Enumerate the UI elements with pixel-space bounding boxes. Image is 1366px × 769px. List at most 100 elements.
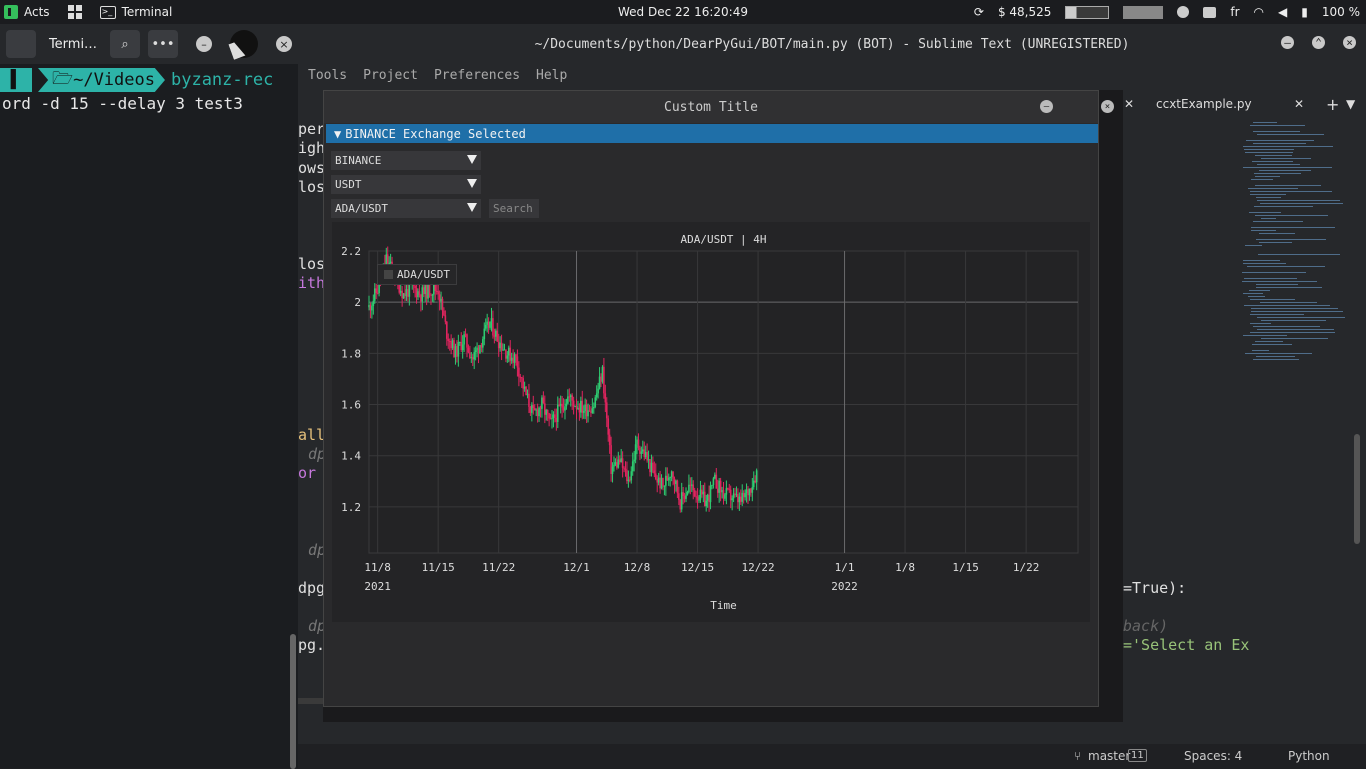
- tab-close-icon[interactable]: ✕: [1124, 97, 1135, 111]
- custom-window-titlebar[interactable]: Custom Title – ×: [324, 91, 1114, 123]
- candle-body: [754, 480, 757, 483]
- branch-count: 11: [1128, 749, 1147, 762]
- pair-combo[interactable]: ADA/USDT: [331, 199, 481, 218]
- collapse-icon[interactable]: –: [1040, 100, 1053, 113]
- maximize-button[interactable]: [230, 30, 258, 58]
- exchange-combo[interactable]: BINANCE: [331, 151, 481, 170]
- git-branch[interactable]: master: [1088, 749, 1131, 763]
- candle-body: [470, 357, 473, 359]
- candle-body: [712, 478, 715, 485]
- tab-list-icon[interactable]: ▼: [1346, 97, 1356, 111]
- sublime-minimize-icon[interactable]: –: [1281, 36, 1294, 49]
- minimize-icon[interactable]: –: [196, 36, 212, 52]
- minimap-line: [1257, 164, 1300, 165]
- wifi-icon[interactable]: ◠: [1253, 5, 1265, 19]
- candle-body: [729, 489, 732, 501]
- candle-body: [660, 477, 663, 489]
- new-tab-icon[interactable]: +: [1326, 94, 1340, 114]
- candle-body: [667, 477, 670, 481]
- manjaro-logo-icon[interactable]: [4, 5, 18, 19]
- candle-body: [745, 489, 748, 494]
- volume-icon[interactable]: ◀: [1278, 5, 1288, 19]
- search-icon[interactable]: ⌕: [110, 30, 140, 58]
- candle-body: [471, 357, 474, 360]
- candle-body: [657, 477, 660, 483]
- close-icon[interactable]: ×: [276, 36, 292, 52]
- candle-body: [486, 321, 488, 325]
- tab-ccxtexample[interactable]: ccxtExample.py: [1156, 97, 1252, 111]
- plot-legend[interactable]: ADA/USDT: [377, 264, 457, 285]
- candle-body: [709, 485, 712, 503]
- record-icon[interactable]: [1177, 6, 1190, 18]
- minimap-line: [1245, 353, 1312, 354]
- close-icon[interactable]: ×: [1101, 100, 1114, 113]
- menu-icon[interactable]: •••: [148, 30, 178, 58]
- candle-body: [542, 397, 545, 404]
- minimap-line: [1258, 254, 1340, 255]
- minimap-line: [1244, 305, 1330, 306]
- refresh-icon[interactable]: ⟳: [973, 5, 984, 19]
- plot-frame: [368, 250, 1079, 554]
- candle-body: [581, 400, 584, 413]
- minimap-line: [1243, 293, 1263, 294]
- activities-button[interactable]: Acts: [24, 5, 50, 19]
- minimap-line: [1243, 263, 1286, 264]
- display-icon[interactable]: [1203, 6, 1217, 18]
- candle-body: [487, 321, 490, 328]
- exchange-header[interactable]: ▼ BINANCE Exchange Selected: [326, 124, 1098, 143]
- sublime-maximize-icon[interactable]: ⌃: [1312, 36, 1325, 49]
- minimap-line: [1261, 320, 1326, 321]
- tab-close-icon[interactable]: ✕: [1294, 97, 1305, 111]
- candle-body: [666, 475, 669, 481]
- candle-body: [680, 492, 683, 510]
- terminal-window: Termi… ⌕ ••• – × ▌ 🗁 ~/Videos byzanz-rec …: [0, 24, 298, 769]
- minimap-line: [1261, 338, 1328, 339]
- crypto-price[interactable]: $ 48,525: [997, 5, 1052, 19]
- prompt-command: byzanz-rec: [170, 70, 274, 90]
- indentation[interactable]: Spaces: 4: [1184, 749, 1243, 763]
- minimap[interactable]: [1242, 122, 1352, 362]
- candle-body: [618, 459, 621, 463]
- new-tab-button[interactable]: [6, 30, 36, 58]
- candle-body: [708, 494, 710, 503]
- candle-body: [512, 357, 514, 363]
- candlestick-chart[interactable]: 1.2 1.4 1.6 1.8 2 2.2 11/8 11/15 11/22 12/1 12/8 12…: [332, 222, 1090, 622]
- candle-body: [600, 376, 602, 382]
- minimap-line: [1250, 299, 1295, 300]
- candle-body: [692, 484, 695, 491]
- candle-body: [388, 263, 390, 265]
- x-axis-label: Time: [710, 599, 737, 612]
- top-panel: Acts >_ Terminal Wed Dec 22 16:20:49 ⟳ $…: [0, 0, 1366, 24]
- menu-tools[interactable]: Tools: [308, 67, 348, 83]
- menu-preferences[interactable]: Preferences: [433, 67, 521, 83]
- candle-body: [389, 261, 392, 264]
- candle-body: [375, 288, 378, 294]
- terminal-app-label[interactable]: Terminal: [121, 5, 173, 19]
- candle-body: [464, 334, 467, 336]
- minimap-line: [1261, 218, 1276, 219]
- minimap-line: [1242, 281, 1317, 282]
- keyboard-layout[interactable]: fr: [1230, 5, 1240, 19]
- search-button[interactable]: Search: [489, 199, 539, 218]
- candle-body: [483, 328, 486, 340]
- candle-body: [463, 334, 465, 345]
- x-tick-label: 11/8: [364, 561, 391, 574]
- menu-project[interactable]: Project: [363, 67, 418, 83]
- candle-body: [656, 479, 659, 483]
- app-grid-icon[interactable]: [67, 5, 82, 19]
- editor-scrollbar[interactable]: [1354, 434, 1360, 544]
- candle-body: [490, 318, 493, 322]
- chart-title: ADA/USDT | 4H: [680, 233, 766, 246]
- battery-icon: ▮: [1301, 5, 1308, 19]
- terminal-scrollbar[interactable]: [290, 634, 296, 769]
- sublime-close-icon[interactable]: ×: [1343, 36, 1356, 49]
- candle-body: [744, 493, 746, 498]
- minimap-line: [1251, 308, 1338, 309]
- quote-combo[interactable]: USDT: [331, 175, 481, 194]
- candle-body: [555, 417, 558, 422]
- memory-graph-icon: [1123, 5, 1164, 19]
- x-tick-label: 1/1: [835, 561, 855, 574]
- price-plot[interactable]: 1.2 1.4 1.6 1.8 2 2.2 11/8 11/15 11/22 12/1 12/8 12…: [332, 222, 1090, 622]
- syntax[interactable]: Python: [1288, 749, 1330, 763]
- menu-help[interactable]: Help: [536, 67, 568, 83]
